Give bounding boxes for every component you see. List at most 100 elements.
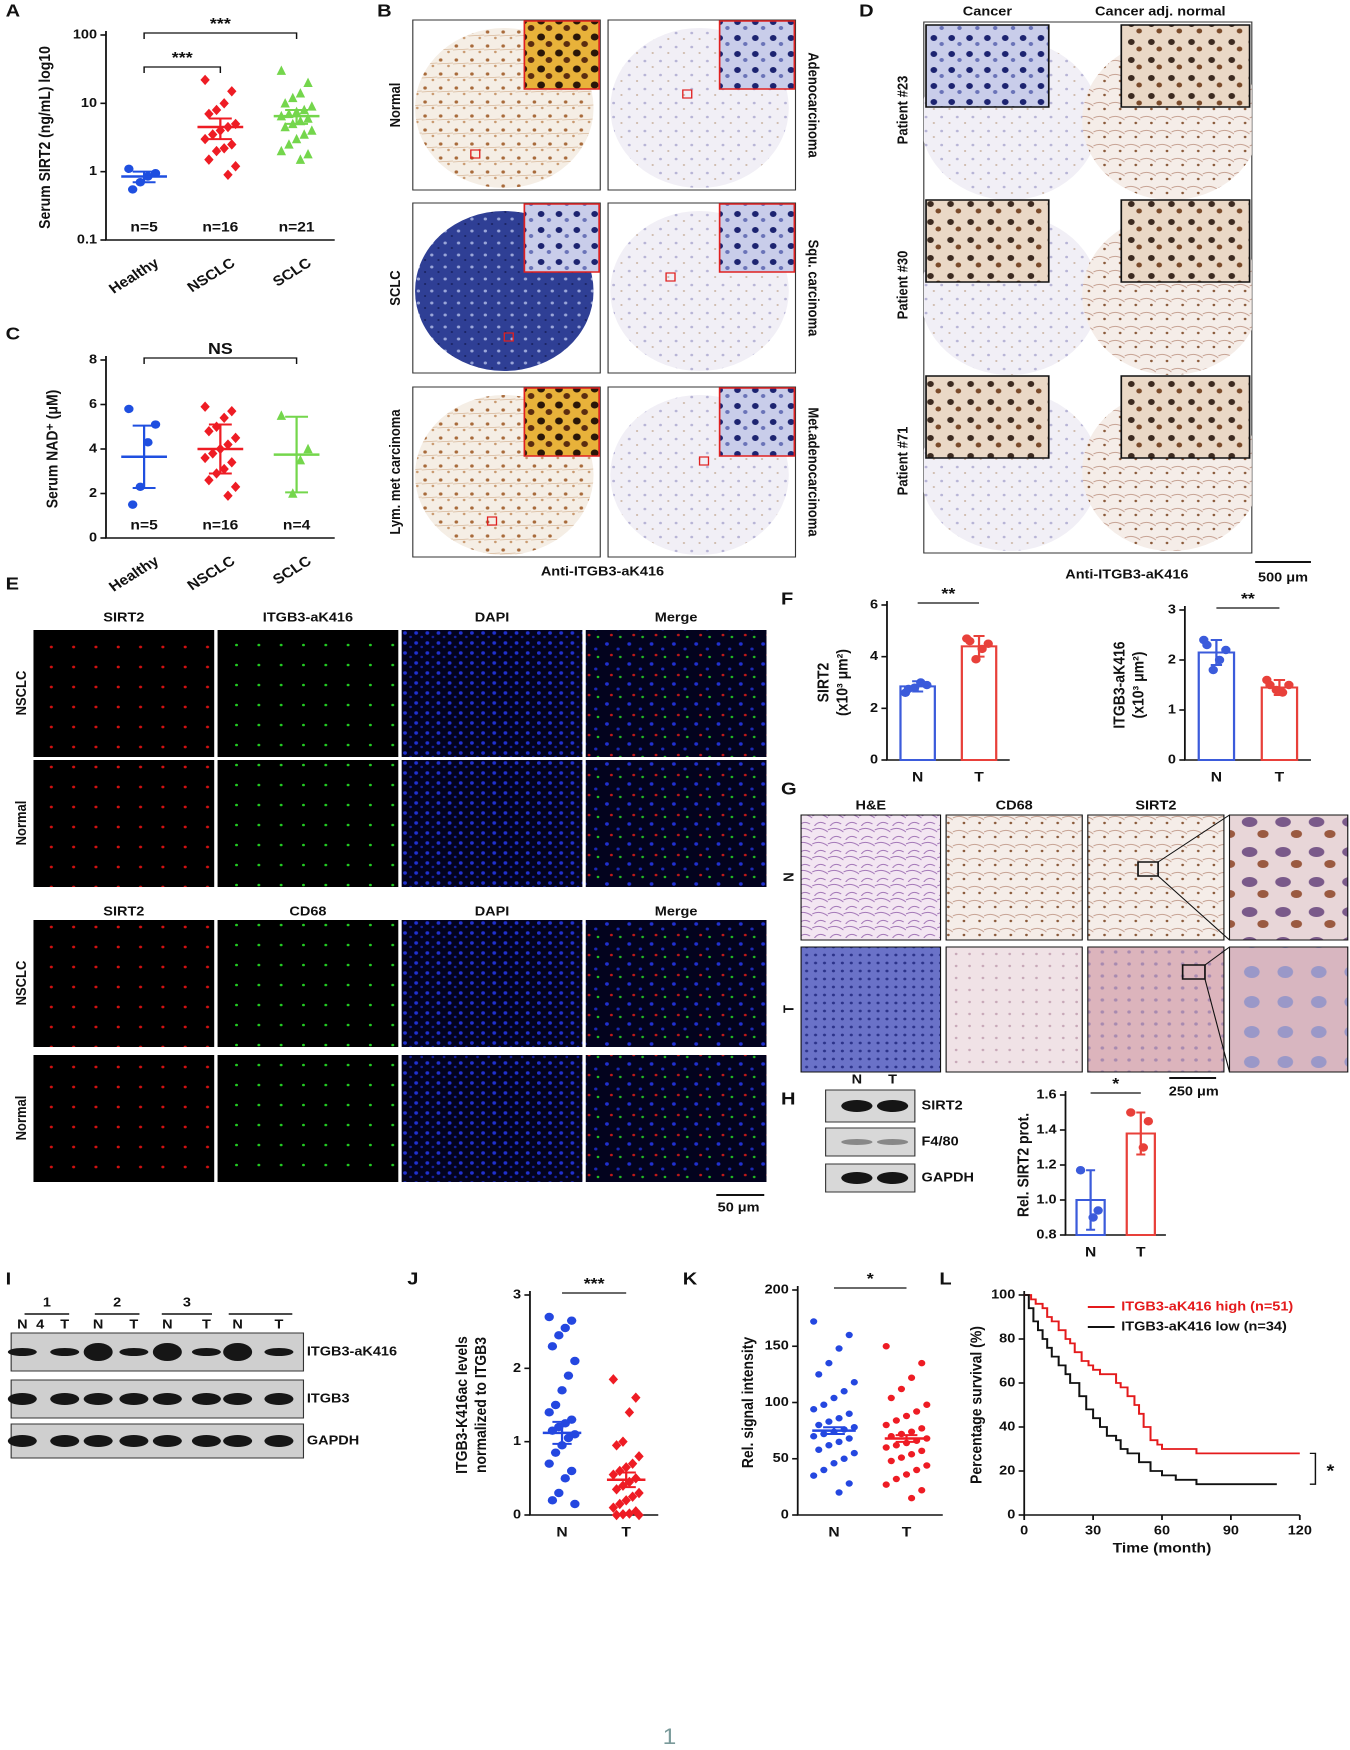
band-label: GAPDH — [307, 1433, 359, 1447]
data-point — [550, 1400, 561, 1410]
data-point — [892, 1442, 900, 1449]
data-point — [563, 1371, 574, 1380]
data-point — [219, 143, 229, 154]
error-bar — [285, 415, 309, 494]
data-point — [560, 1474, 570, 1483]
data-point — [280, 98, 290, 108]
blot-band — [264, 1435, 294, 1447]
x-tick-label: N — [1211, 770, 1222, 785]
roi-box — [682, 89, 693, 99]
x-tick-label: 60 — [1154, 1523, 1170, 1537]
error-bar — [1086, 1169, 1096, 1231]
blot-band — [83, 1343, 113, 1361]
data-point — [850, 1379, 858, 1386]
significance-label: *** — [584, 1275, 605, 1293]
data-point — [882, 1481, 890, 1488]
row-label: Lym. met carcinoma — [387, 409, 403, 534]
error-bar — [973, 635, 985, 658]
caption: Anti-ITGB3-aK416 — [541, 564, 665, 578]
y-tick-label: 1 — [1168, 702, 1176, 716]
group-label: 2 — [113, 1295, 121, 1309]
data-point — [1126, 1108, 1136, 1117]
band-label: SIRT2 — [922, 1098, 963, 1112]
data-point — [825, 1359, 833, 1367]
data-point — [554, 1488, 564, 1498]
data-point — [204, 426, 214, 437]
data-point — [200, 452, 210, 464]
fluorescence-image — [33, 1055, 215, 1182]
data-point — [127, 185, 138, 194]
data-point — [850, 1424, 858, 1431]
blot-band — [7, 1393, 37, 1405]
band-label: GAPDH — [922, 1170, 974, 1184]
data-point — [882, 1421, 890, 1429]
data-point — [1202, 640, 1212, 650]
roi-box — [698, 456, 710, 466]
roi-box — [486, 516, 498, 526]
data-point — [150, 420, 161, 429]
inset — [925, 199, 1050, 283]
column-label: H&E — [855, 798, 886, 812]
row-label: Adenocarcinoma — [805, 52, 821, 158]
panel-letter: B — [377, 2, 391, 22]
data-point — [227, 405, 237, 417]
y-axis-label: Serum SIRT2 (ng/mL) log10 — [37, 46, 54, 229]
data-point — [303, 443, 313, 454]
data-point — [835, 1345, 843, 1352]
fluorescence-image — [33, 760, 215, 887]
roi-box — [503, 332, 514, 342]
y-tick-label: 50 — [773, 1451, 789, 1465]
y-tick-label: 4 — [870, 649, 878, 663]
inset — [718, 20, 796, 90]
data-point — [223, 169, 233, 180]
data-point — [219, 412, 229, 424]
significance-label: NS — [208, 340, 233, 358]
data-point — [307, 125, 317, 135]
fluorescence-image — [401, 630, 583, 757]
data-point — [887, 1394, 895, 1402]
data-point — [284, 139, 294, 149]
sample-size: n=5 — [130, 518, 157, 533]
data-point — [544, 1459, 554, 1468]
zoom-box — [1137, 861, 1159, 877]
error-bar — [1210, 639, 1223, 666]
blot-band — [191, 1393, 221, 1405]
fluorescence-image — [585, 920, 767, 1047]
inset — [718, 387, 796, 457]
fluorescence-image — [401, 760, 583, 887]
y-tick-label: 3 — [1168, 602, 1176, 616]
data-point — [830, 1394, 838, 1402]
significance-label: ** — [941, 585, 955, 603]
data-point — [882, 1343, 890, 1350]
lane-label: T — [129, 1317, 138, 1331]
data-point — [913, 1408, 921, 1415]
y-axis-label: SIRT2 — [816, 663, 833, 703]
data-point — [1093, 1206, 1103, 1215]
image-group — [923, 24, 1252, 551]
row-label: Normal — [14, 801, 30, 846]
sample-size: n=4 — [283, 518, 311, 533]
y-tick-label: 0 — [1007, 1507, 1015, 1521]
inset — [523, 20, 600, 90]
data-point — [200, 133, 210, 145]
roi-box — [665, 272, 676, 282]
bar — [960, 645, 998, 761]
y-axis-label: (x10³ μm²) — [835, 649, 852, 716]
blot-band — [83, 1393, 113, 1405]
y-tick-label: 0 — [513, 1507, 521, 1521]
x-tick-label: NSCLC — [185, 256, 239, 296]
data-point — [923, 1401, 931, 1408]
blot-band — [876, 1172, 909, 1184]
data-point — [219, 463, 229, 475]
column-label: Cancer — [963, 4, 1013, 18]
histology-image — [1087, 814, 1225, 941]
fluorescence-image — [217, 1055, 399, 1182]
x-tick-label: T — [1275, 770, 1285, 785]
data-point — [570, 1499, 580, 1509]
error-bar — [616, 1471, 636, 1489]
data-point — [887, 1457, 895, 1465]
zoom-line — [1157, 814, 1231, 1073]
column-label: Merge — [655, 904, 698, 918]
data-point — [897, 1385, 906, 1393]
